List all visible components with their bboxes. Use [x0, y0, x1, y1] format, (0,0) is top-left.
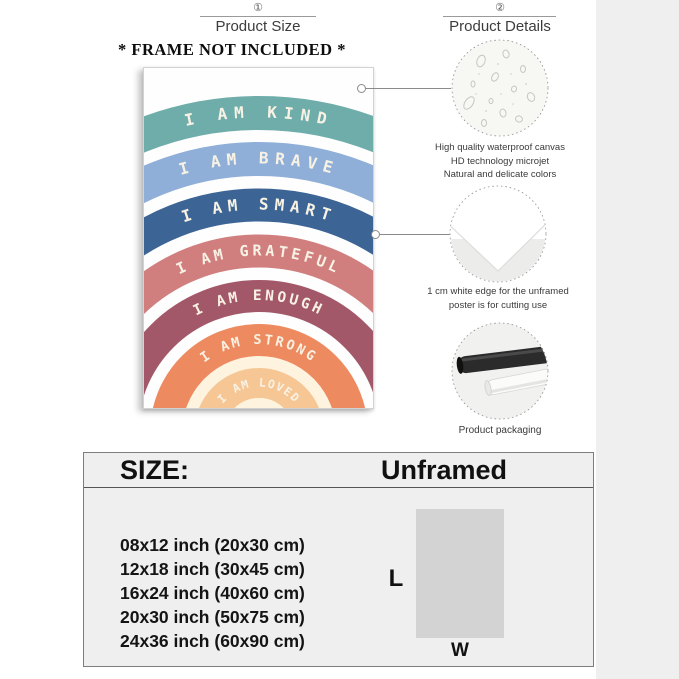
section-number-1: ① — [253, 2, 263, 14]
band-enough — [144, 280, 373, 396]
section-title-product-size: Product Size — [215, 18, 301, 35]
right-gray-panel — [596, 0, 679, 679]
rainbow-artwork: I AM KIND I AM BRAVE I AM SMART I AM GRA… — [144, 96, 373, 408]
packaging-detail — [451, 322, 549, 420]
band-kind — [144, 96, 373, 153]
size-option: 12x18 inch (30x45 cm) — [120, 559, 305, 579]
callout-line-2 — [380, 234, 453, 235]
band-grateful — [144, 234, 373, 315]
canvas-texture-detail — [451, 39, 549, 137]
size-option: 08x12 inch (20x30 cm) — [120, 535, 305, 555]
size-option: 16x24 inch (40x60 cm) — [120, 583, 305, 603]
canvas-texture-caption: High quality waterproof canvas HD techno… — [435, 142, 565, 180]
section-divider-2 — [443, 16, 556, 17]
section-title-product-details: Product Details — [449, 18, 551, 35]
width-label: W — [451, 640, 469, 661]
size-options-list: 08x12 inch (20x30 cm) 12x18 inch (30x45 … — [120, 533, 305, 653]
band-smart — [144, 188, 373, 256]
section-divider-1 — [200, 16, 316, 17]
size-table: SIZE: Unframed 08x12 inch (20x30 cm) 12x… — [83, 452, 594, 667]
size-table-rule — [84, 487, 593, 488]
dimension-diagram — [416, 509, 504, 638]
length-label: L — [388, 565, 404, 592]
size-option: 24x36 inch (60x90 cm) — [120, 631, 305, 651]
unframed-header: Unframed — [380, 455, 508, 485]
size-option: 20x30 inch (50x75 cm) — [120, 607, 305, 627]
frame-not-included-note: * FRAME NOT INCLUDED * — [118, 40, 346, 59]
white-edge-detail — [449, 185, 547, 283]
size-table-header: SIZE: — [120, 455, 190, 485]
packaging-caption: Product packaging — [458, 425, 542, 436]
callout-dot-1 — [357, 84, 366, 93]
white-edge-caption: 1 cm white edge for the unframed poster … — [427, 286, 569, 311]
band-loved — [199, 368, 319, 408]
callout-dot-2 — [371, 230, 380, 239]
section-number-2: ② — [495, 2, 505, 14]
band-brave — [144, 142, 373, 204]
poster-image[interactable]: I AM KIND I AM BRAVE I AM SMART I AM GRA… — [143, 67, 374, 409]
rainbow-center — [234, 398, 284, 408]
band-strong — [152, 324, 366, 408]
callout-line-1 — [366, 88, 451, 89]
